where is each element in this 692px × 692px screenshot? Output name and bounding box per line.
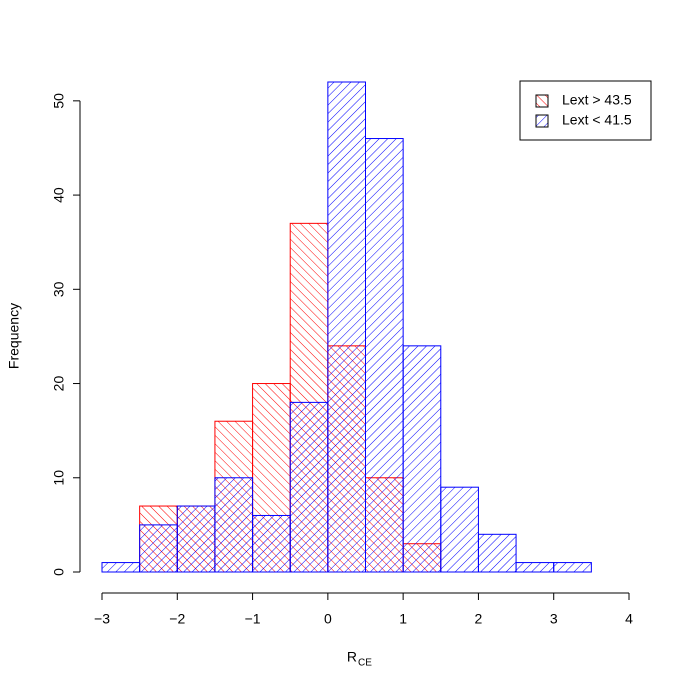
x-tick-label: 2 [475, 611, 483, 627]
legend-swatch [535, 94, 549, 108]
y-tick-label: 50 [51, 93, 67, 109]
bar [365, 138, 404, 573]
bar [252, 514, 291, 573]
bar [553, 562, 592, 573]
bar [515, 562, 555, 573]
bar [477, 533, 517, 573]
legend-label: Lext > 43.5 [562, 92, 632, 108]
x-tick-label: 3 [550, 611, 558, 627]
legend-label: Lext < 41.5 [562, 112, 632, 128]
bar [327, 81, 367, 573]
bar [139, 524, 178, 573]
legend-swatch [535, 114, 549, 128]
x-axis-label-subscript: CE [358, 658, 372, 669]
y-tick-label: 0 [51, 568, 67, 576]
bar [440, 486, 479, 573]
legend-box [519, 80, 652, 141]
bar [402, 345, 442, 573]
y-axis-label: Frequency [6, 303, 22, 369]
bar [289, 401, 329, 573]
y-tick-label: 20 [51, 376, 67, 392]
bar [101, 562, 141, 573]
bar [214, 477, 254, 573]
y-tick-label: 30 [51, 281, 67, 297]
x-tick-label: −1 [245, 611, 261, 627]
y-tick-label: 40 [51, 187, 67, 203]
x-tick-label: 4 [625, 611, 633, 627]
x-tick-label: −2 [169, 611, 185, 627]
x-tick-label: 1 [399, 611, 407, 627]
y-tick-label: 10 [51, 470, 67, 486]
x-axis-label: R [347, 649, 357, 665]
bar [176, 505, 216, 573]
x-tick-label: 0 [324, 611, 332, 627]
x-tick-label: −3 [94, 611, 110, 627]
